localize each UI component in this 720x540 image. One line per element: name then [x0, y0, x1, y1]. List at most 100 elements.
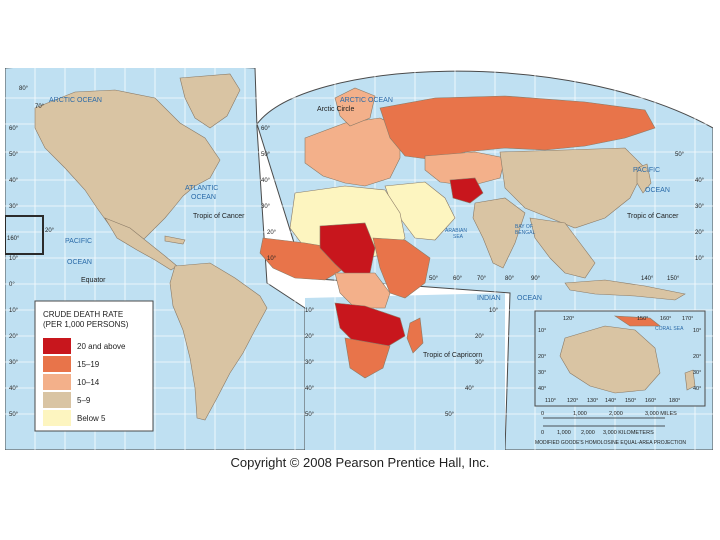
inset-rlat-20: 20°	[693, 354, 701, 360]
east-asia	[499, 147, 646, 229]
lat-right-40: 40°	[695, 178, 705, 184]
tropic-cancer-left: Tropic of Cancer	[193, 213, 245, 220]
east-africa	[372, 237, 431, 299]
new-guinea	[613, 315, 661, 327]
indian-ocean-2: OCEAN	[517, 295, 542, 302]
lat-left-40: 40°	[9, 178, 19, 184]
legend-label-4: 5–9	[77, 396, 91, 405]
world-map: CRUDE DEATH RATE (PER 1,000 PERSONS) 20 …	[5, 68, 713, 450]
bay-bengal-2: BENGAL	[515, 230, 536, 236]
inset-labels: 120° 150° 160° 170° 110° 120° 130° 140° …	[538, 316, 701, 404]
lat-labels: 80° 70° 60° 50° 40° 30° 20° 10° 0° 10° 2…	[7, 86, 705, 418]
scale-km-2000: 2,000	[581, 430, 595, 436]
legend-swatch-2	[43, 356, 71, 372]
caribbean	[164, 235, 186, 245]
lat-mid-40: 40°	[261, 178, 271, 184]
inset-top-120: 120°	[563, 316, 574, 322]
bay-bengal-1: BAY OF	[515, 224, 533, 230]
arctic-ocean-right: ARCTIC OCEAN	[340, 97, 393, 104]
lat-left-60: 60°	[9, 126, 19, 132]
indonesia	[564, 279, 686, 301]
tropic-capricorn-label: Tropic of Capricorn	[423, 352, 482, 359]
atlantic-ocean-1: ATLANTIC	[185, 185, 218, 192]
arctic-circle-label: Arctic Circle	[317, 106, 354, 113]
south-africa	[344, 337, 391, 379]
legend-title-2: (PER 1,000 PERSONS)	[43, 320, 129, 329]
lat-right-s30: 30°	[475, 360, 485, 366]
russia	[379, 95, 656, 161]
scale-miles-0: 0	[541, 411, 544, 417]
japan	[636, 163, 652, 194]
lat-mid-s30: 30°	[305, 360, 315, 366]
pacific-right-1: PACIFIC	[633, 167, 660, 174]
arabian-sea-1: ARABIAN	[445, 228, 467, 234]
lat-mid-s20: 20°	[305, 334, 315, 340]
pacific-left-2: OCEAN	[67, 259, 92, 266]
lon-50: 50°	[429, 276, 439, 282]
scale-miles-2000: 2,000	[609, 411, 623, 417]
inset-rlat-10: 10°	[693, 328, 701, 334]
scale-miles-3000: 3,000 MILES	[645, 411, 677, 417]
legend-swatch-4	[43, 392, 71, 408]
lat-mid-s40: 40°	[305, 386, 315, 392]
lat-left-s10: 10°	[9, 308, 19, 314]
legend-title-1: CRUDE DEATH RATE	[43, 310, 123, 319]
lat-left-30: 30°	[9, 204, 19, 210]
inset-bottom-110: 110°	[545, 398, 556, 404]
inset-bottom-140: 140°	[605, 398, 616, 404]
lat-left-0: 0°	[9, 282, 15, 288]
inset-lat-10: 10°	[538, 328, 546, 334]
legend-swatch-1	[43, 338, 71, 354]
inset-top-160: 160°	[660, 316, 671, 322]
lat-left-20: 20°	[45, 228, 55, 234]
central-america	[104, 217, 178, 271]
indian-ocean-1: INDIAN	[477, 295, 501, 302]
scale-bar: 0 1,000 2,000 3,000 MILES 0 1,000 2,000 …	[535, 411, 686, 446]
greenland	[179, 73, 241, 129]
lat-right-20: 20°	[695, 230, 705, 236]
south-america	[169, 262, 268, 421]
atlantic-ocean-2: OCEAN	[191, 194, 216, 201]
lat-left-s20: 20°	[9, 334, 19, 340]
lat-mid-50: 50°	[261, 152, 271, 158]
legend-label-1: 20 and above	[77, 342, 126, 351]
lat-left-70: 70°	[35, 104, 45, 110]
europe	[304, 117, 401, 187]
equator-label: Equator	[81, 277, 106, 284]
scale-miles-1000: 1,000	[573, 411, 587, 417]
lat-mid-60: 60°	[261, 126, 271, 132]
lon-80: 80°	[505, 276, 515, 282]
lon-70: 70°	[477, 276, 487, 282]
pacific-right-2: OCEAN	[645, 187, 670, 194]
landmasses	[34, 73, 686, 421]
projection-label: MODIFIED GOODE'S HOMOLOSINE EQUAL-AREA P…	[535, 440, 686, 446]
lat-mid-s50: 50°	[305, 412, 315, 418]
legend-label-2: 15–19	[77, 360, 100, 369]
hawaii-inset	[5, 215, 44, 255]
inset-bottom-130: 130°	[587, 398, 598, 404]
scandinavia	[334, 87, 376, 127]
lat-left-50: 50°	[9, 152, 19, 158]
lat-mid-20: 20°	[267, 230, 277, 236]
legend-label-3: 10–14	[77, 378, 100, 387]
lat-right-s40: 40°	[465, 386, 475, 392]
legend: CRUDE DEATH RATE (PER 1,000 PERSONS) 20 …	[34, 300, 154, 432]
central-africa	[334, 272, 391, 309]
lon-60: 60°	[453, 276, 463, 282]
oceania-inset	[534, 310, 706, 407]
north-america	[34, 89, 221, 245]
inset-bottom-180: 180°	[669, 398, 680, 404]
ocean-labels: ARCTIC OCEAN ARCTIC OCEAN ATLANTIC OCEAN…	[49, 97, 684, 332]
lat-left-s30: 30°	[9, 360, 19, 366]
lat-right-s50: 50°	[445, 412, 455, 418]
lat-mid-10: 10°	[267, 256, 277, 262]
inset-rlat-30: 30°	[693, 370, 701, 376]
lat-left-80: 80°	[19, 86, 29, 92]
new-zealand	[684, 369, 696, 391]
lat-right-s10: 10°	[489, 308, 499, 314]
southern-africa-high	[334, 302, 406, 349]
legend-swatch-3	[43, 374, 71, 390]
inset-top-150: 150°	[637, 316, 648, 322]
afghanistan	[449, 177, 484, 204]
pacific-left-1: PACIFIC	[65, 238, 92, 245]
